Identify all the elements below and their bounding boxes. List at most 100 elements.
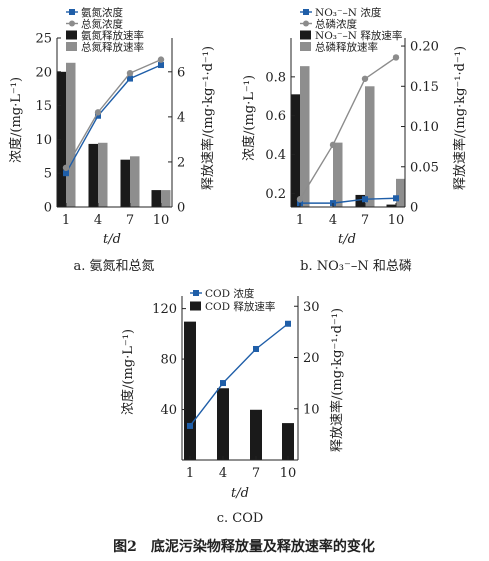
pc-bar-1-7	[250, 409, 262, 460]
pa-xtick-label-7: 7	[126, 213, 134, 228]
pa-line-1	[65, 64, 162, 174]
pb-xtick-label-4: 4	[329, 213, 337, 228]
pb-xtick-label-10: 10	[388, 213, 405, 228]
panel-c-subtitle: c. COD	[217, 511, 264, 526]
pa-point-1-10	[158, 62, 164, 69]
pb-legend-marker-1	[303, 9, 309, 15]
pb-ytick-label-right-0: 0	[410, 201, 418, 216]
pa-point-2-10	[157, 56, 165, 63]
pa-point-1-7	[127, 75, 133, 82]
pb-bar-1-7	[355, 194, 365, 207]
pc-point-1-10	[285, 320, 291, 327]
pc-xtick-label-10: 10	[280, 466, 297, 481]
figure-caption: 图2 底泥污染物释放量及释放速率的变化	[113, 538, 375, 555]
pc-point-1-4	[220, 380, 226, 387]
panel-a-subtitle: a. 氨氮和总氮	[73, 259, 154, 274]
panel-a-ylabel-right: 释放速率/(mg·kg⁻¹·d⁻¹)	[200, 46, 216, 190]
pb-point-2-7	[361, 75, 369, 82]
pb-ytick-label-left-0.4: 0.4	[265, 148, 286, 163]
pa-line-2	[65, 58, 162, 169]
pb-legend-label-1: NO₃⁻–N 浓度	[315, 6, 382, 19]
pb-bar-2-10	[396, 178, 406, 207]
panel-a-ylabel-left: 浓度/(mg·L⁻¹)	[8, 77, 24, 163]
pb-bar-2-7	[365, 86, 375, 207]
panel-b: 0.2 0.4 0.6 0.8 0 0.05 0.10 0.15 0.20 1 4 7 10 NO₃⁻–…	[241, 6, 468, 274]
pb-legend-label-3: NO₃⁻–N 释放速率	[315, 29, 402, 42]
pc-xtick-label-4: 4	[219, 466, 227, 481]
pc-line-1	[189, 323, 289, 427]
panel-b-ylabel-right: 释放速率/(mg·kg⁻¹·d⁻¹)	[452, 46, 468, 190]
pc-ytick-label-right-20: 20	[303, 351, 320, 366]
panel-b-subtitle: b. NO₃⁻–N 和总磷	[300, 259, 412, 274]
pa-xtick-label-4: 4	[94, 213, 102, 228]
pa-ytick-label-right-0: 0	[177, 201, 185, 216]
pa-bar-1-1	[56, 71, 66, 207]
pa-point-2-4	[94, 109, 102, 116]
pa-ytick-label-left-5: 5	[44, 167, 52, 182]
pa-point-2-7	[126, 69, 134, 77]
pc-xtick-label-7: 7	[252, 466, 260, 481]
pc-legend-marker-1	[193, 290, 199, 296]
pa-ytick-label-right-6: 6	[177, 65, 185, 80]
pa-bar-1-10	[151, 190, 161, 207]
pb-ytick-label-left-0.2: 0.2	[265, 187, 286, 202]
pa-ytick-label-left-15: 15	[35, 99, 52, 114]
pa-bar-1-4	[88, 143, 98, 207]
pb-bar-1-1	[290, 94, 300, 207]
pa-ytick-label-left-25: 25	[35, 32, 52, 47]
pa-bar-2-7	[130, 156, 140, 207]
panel-c-ylabel-left: 浓度/(mg·L⁻¹)	[120, 329, 136, 415]
panel-a: 0 5 10 15 20 25 0 2 4 6 1 4 7 10 氨氮浓度总氮浓度氨氮释放速率总氮释放速率…	[8, 6, 216, 274]
pa-ytick-label-left-10: 10	[35, 133, 52, 148]
pb-legend-label-2: 总磷浓度	[315, 18, 357, 31]
pb-ytick-label-right-0.20: 0.20	[410, 40, 439, 55]
pa-point-1-4	[95, 112, 101, 119]
pa-bar-2-4	[98, 142, 108, 207]
pb-point-2-4	[329, 141, 337, 149]
pc-bar-1-4	[217, 388, 229, 460]
pc-ytick-label-left-80: 80	[160, 353, 177, 368]
pa-legend-label-4: 总氮释放速率	[81, 41, 144, 54]
pb-bar-2-4	[333, 142, 343, 207]
pb-bar-2-1	[300, 66, 310, 208]
pa-legend-label-3: 氨氮释放速率	[81, 29, 144, 42]
panel-c-xlabel: t/d	[231, 486, 249, 501]
pa-point-2-1	[62, 164, 70, 171]
panel-b-xlabel: t/d	[338, 232, 356, 247]
pb-point-2-10	[392, 54, 400, 61]
pb-xtick-label-1: 1	[296, 213, 304, 228]
pb-ytick-label-right-0.05: 0.05	[410, 160, 439, 175]
pa-legend-marker-1	[69, 9, 75, 15]
pa-legend-label-2: 总氮浓度	[81, 18, 123, 31]
pa-bar-2-10	[161, 190, 171, 207]
pb-legend-label-4: 总磷释放速率	[315, 41, 378, 54]
panel-c-ylabel-right: 释放速率/(mg·kg⁻¹·d⁻¹)	[329, 308, 345, 452]
pb-legend-swatch-1	[300, 30, 311, 40]
pb-point-2-1	[296, 196, 304, 203]
pc-legend-label-2: COD 释放速率	[205, 300, 275, 313]
pc-ytick-label-left-40: 40	[160, 403, 177, 418]
pb-legend-swatch-2	[300, 42, 311, 51]
pc-ytick-label-right-30: 30	[303, 300, 320, 315]
pb-point-1-10	[393, 195, 399, 202]
pb-ytick-label-right-0.10: 0.10	[410, 120, 439, 135]
pc-xtick-label-1: 1	[186, 466, 194, 481]
pa-legend-swatch-2	[66, 42, 77, 51]
panel-b-ylabel-left: 浓度/(mg·L⁻¹)	[241, 75, 257, 161]
pa-xtick-label-10: 10	[153, 213, 170, 228]
pc-bar-1-1	[184, 321, 196, 460]
pa-xtick-label-1: 1	[62, 213, 70, 228]
pc-ytick-label-left-120: 120	[152, 302, 177, 317]
pa-ytick-label-right-2: 2	[177, 155, 185, 170]
pa-legend-label-1: 氨氮浓度	[81, 6, 123, 19]
pa-legend-swatch-1	[66, 30, 77, 40]
pb-point-1-7	[362, 196, 368, 203]
pc-legend-swatch-1	[190, 301, 201, 311]
pa-bar-2-1	[66, 62, 76, 207]
pb-legend-marker-2	[303, 20, 309, 27]
pa-ytick-label-left-0: 0	[44, 201, 52, 216]
pc-point-1-7	[253, 345, 259, 352]
pb-ytick-label-right-0.15: 0.15	[410, 80, 439, 95]
